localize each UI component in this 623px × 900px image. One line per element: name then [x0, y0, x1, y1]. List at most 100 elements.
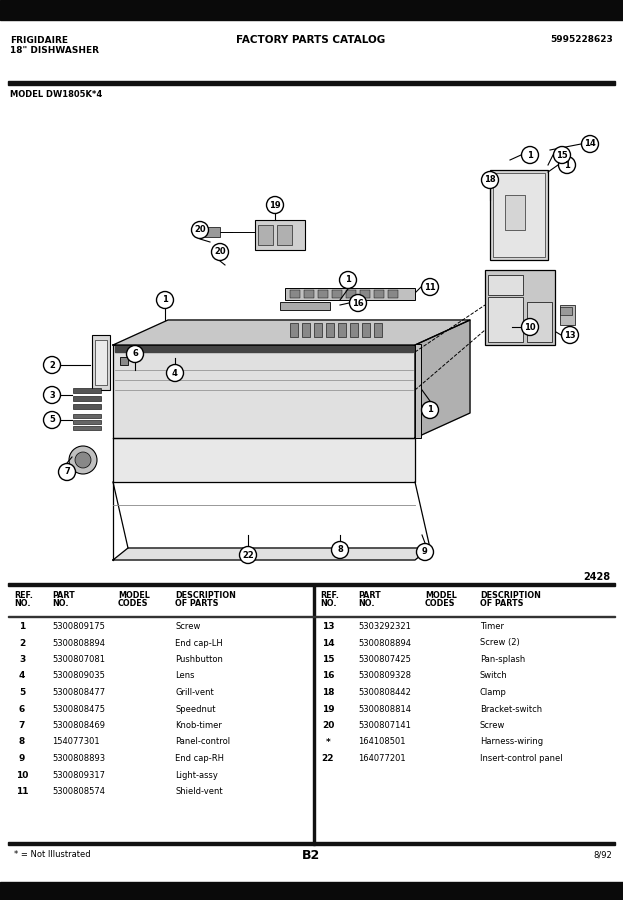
Text: 6: 6	[19, 705, 25, 714]
Bar	[314, 323, 322, 337]
Bar	[488, 297, 523, 342]
Text: 20: 20	[194, 226, 206, 235]
Text: 5300809328: 5300809328	[358, 671, 411, 680]
Polygon shape	[113, 345, 415, 438]
Text: 18: 18	[321, 688, 335, 697]
Text: Screw: Screw	[175, 622, 201, 631]
Circle shape	[558, 157, 576, 174]
Text: 5: 5	[19, 688, 25, 697]
Bar	[120, 357, 128, 365]
Text: 11: 11	[16, 787, 28, 796]
Text: 1: 1	[564, 160, 570, 169]
Text: DESCRIPTION: DESCRIPTION	[175, 591, 236, 600]
Bar	[280, 302, 330, 310]
Polygon shape	[113, 320, 470, 345]
Text: 1: 1	[19, 622, 25, 631]
Text: 2: 2	[19, 638, 25, 647]
Text: 11: 11	[424, 283, 436, 292]
Bar	[8, 616, 615, 617]
Circle shape	[561, 327, 579, 344]
Circle shape	[581, 136, 599, 152]
Text: Screw (2): Screw (2)	[480, 638, 520, 647]
Text: MODEL: MODEL	[118, 591, 150, 600]
Text: 14: 14	[321, 638, 335, 647]
Text: 10: 10	[16, 770, 28, 779]
Text: 5300809035: 5300809035	[52, 671, 105, 680]
Bar	[338, 323, 346, 337]
Bar	[485, 270, 555, 345]
Bar	[388, 290, 398, 298]
Bar	[277, 225, 292, 245]
Text: 3: 3	[49, 391, 55, 400]
Bar	[73, 396, 101, 401]
Circle shape	[166, 364, 184, 382]
Text: 16: 16	[352, 299, 364, 308]
Bar	[73, 420, 101, 424]
Text: MODEL DW1805K*4: MODEL DW1805K*4	[10, 90, 102, 99]
Text: 7: 7	[19, 721, 25, 730]
Bar	[313, 584, 315, 845]
Text: 5303292321: 5303292321	[358, 622, 411, 631]
Text: 22: 22	[321, 754, 335, 763]
Text: Grill-vent: Grill-vent	[175, 688, 214, 697]
Text: 18" DISHWASHER: 18" DISHWASHER	[10, 46, 99, 55]
Text: OF PARTS: OF PARTS	[480, 599, 523, 608]
Text: NO.: NO.	[358, 599, 374, 608]
Bar	[326, 323, 334, 337]
Text: Bracket-switch: Bracket-switch	[480, 705, 542, 714]
Text: Knob-timer: Knob-timer	[175, 721, 222, 730]
Text: CODES: CODES	[425, 599, 455, 608]
Text: 18: 18	[484, 176, 496, 184]
Bar	[73, 388, 101, 393]
Bar	[527, 302, 552, 342]
Text: 164077201: 164077201	[358, 754, 406, 763]
Text: DESCRIPTION: DESCRIPTION	[480, 591, 541, 600]
Text: 5300807425: 5300807425	[358, 655, 411, 664]
Text: 5300807141: 5300807141	[358, 721, 411, 730]
Bar	[205, 227, 220, 237]
Text: 1: 1	[527, 150, 533, 159]
Text: 4: 4	[19, 671, 25, 680]
Text: 19: 19	[269, 201, 281, 210]
Text: 3: 3	[19, 655, 25, 664]
Bar	[490, 170, 548, 260]
Text: 5300809317: 5300809317	[52, 770, 105, 779]
Circle shape	[521, 319, 538, 336]
Circle shape	[239, 546, 257, 563]
Text: *: *	[326, 737, 330, 746]
Text: Timer: Timer	[480, 622, 504, 631]
Bar	[0, 882, 623, 900]
Text: 13: 13	[321, 622, 335, 631]
Circle shape	[331, 542, 348, 559]
Bar	[350, 323, 358, 337]
Text: 4: 4	[172, 368, 178, 377]
Text: End cap-RH: End cap-RH	[175, 754, 224, 763]
Text: 1: 1	[427, 406, 433, 415]
Text: 164108501: 164108501	[358, 737, 406, 746]
Bar	[560, 305, 575, 325]
Text: 13: 13	[564, 330, 576, 339]
Text: 5: 5	[49, 416, 55, 425]
Circle shape	[44, 386, 60, 403]
Text: PART: PART	[358, 591, 381, 600]
Polygon shape	[113, 548, 430, 560]
Text: 22: 22	[242, 551, 254, 560]
Text: 15: 15	[321, 655, 335, 664]
Text: CODES: CODES	[118, 599, 148, 608]
Bar	[332, 290, 342, 298]
Bar	[73, 414, 101, 418]
Text: 5300808477: 5300808477	[52, 688, 105, 697]
Text: 1: 1	[345, 275, 351, 284]
Text: 5300808894: 5300808894	[358, 638, 411, 647]
Bar	[73, 404, 101, 409]
Circle shape	[350, 294, 366, 311]
Text: 5300808894: 5300808894	[52, 638, 105, 647]
Text: 5300808814: 5300808814	[358, 705, 411, 714]
Circle shape	[191, 221, 209, 239]
Bar	[493, 173, 545, 257]
Bar	[346, 290, 356, 298]
Text: 8: 8	[19, 737, 25, 746]
Text: 2428: 2428	[583, 572, 610, 582]
Bar	[374, 290, 384, 298]
Text: OF PARTS: OF PARTS	[175, 599, 219, 608]
